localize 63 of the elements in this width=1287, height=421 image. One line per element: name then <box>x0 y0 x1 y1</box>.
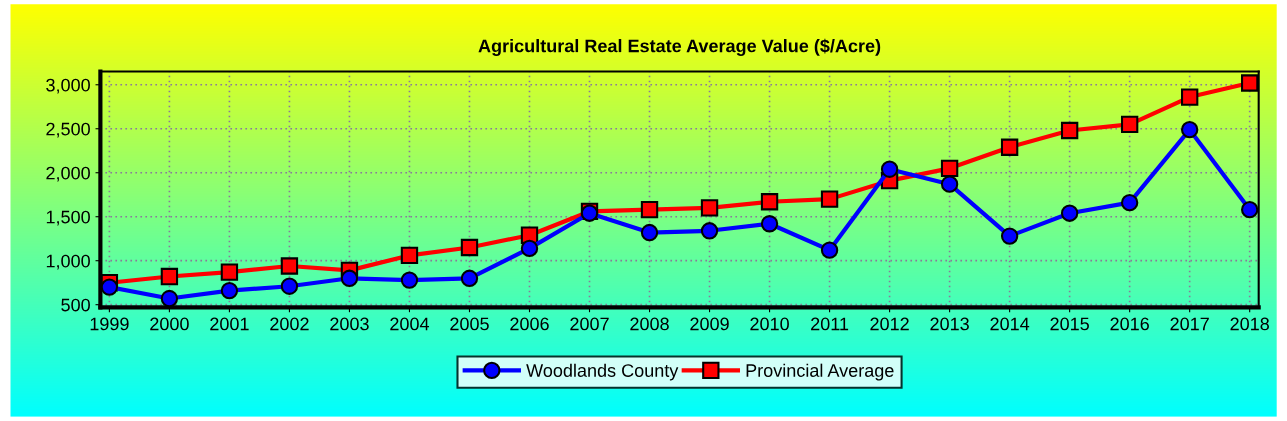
x-tick-label: 2008 <box>630 317 669 331</box>
point <box>1241 201 1259 219</box>
point <box>1000 227 1019 245</box>
point <box>1180 120 1199 139</box>
x-tick-label: 2003 <box>330 317 369 331</box>
x-tick-label: 2000 <box>150 317 189 331</box>
y-tick-label: 2,000 <box>46 166 90 182</box>
point <box>400 246 419 265</box>
point <box>700 199 719 217</box>
point <box>940 159 959 178</box>
point <box>700 222 719 240</box>
point <box>1120 115 1139 134</box>
x-tick-label: 1999 <box>90 317 129 331</box>
x-tick-label: 2009 <box>690 317 729 331</box>
x-tick-label: 2011 <box>811 317 849 331</box>
point <box>400 271 419 289</box>
x-tick-label: 2002 <box>270 317 309 331</box>
x-tick-label: 2010 <box>750 317 789 331</box>
point <box>520 239 539 258</box>
point <box>640 201 659 219</box>
point <box>160 267 179 286</box>
point <box>1120 193 1139 212</box>
legend-label: Provincial Average <box>746 363 894 381</box>
x-tick-label: 2005 <box>450 317 489 331</box>
point <box>640 223 659 242</box>
point <box>1000 138 1019 156</box>
y-tick-label: 2,500 <box>46 122 90 138</box>
y-tick-label: 1,500 <box>46 210 90 226</box>
point <box>820 241 839 259</box>
x-tick-label: 2017 <box>1170 317 1209 331</box>
x-tick-label: 2014 <box>990 317 1030 331</box>
point <box>280 257 299 275</box>
point <box>940 175 959 193</box>
x-tick-label: 2001 <box>210 317 249 331</box>
point <box>220 281 239 300</box>
point <box>280 277 299 295</box>
point <box>760 215 779 233</box>
point <box>1241 74 1259 92</box>
point <box>460 238 479 257</box>
x-tick-label: 2015 <box>1050 317 1089 331</box>
point <box>340 269 359 287</box>
point <box>820 190 839 208</box>
legend-label: Woodlands County <box>526 363 679 381</box>
x-tick-label: 2006 <box>510 317 549 331</box>
point <box>880 160 899 178</box>
x-tick-label: 2012 <box>870 317 909 331</box>
chart-title: Agricultural Real Estate Average Value ($/Acre) <box>478 38 881 56</box>
point <box>160 289 179 308</box>
x-tick-label: 2018 <box>1230 317 1269 331</box>
point <box>100 278 119 296</box>
x-tick-label: 2013 <box>930 317 969 331</box>
point <box>760 193 779 211</box>
x-tick-label: 2004 <box>390 317 430 331</box>
point <box>1060 121 1079 140</box>
point <box>220 263 239 281</box>
y-tick-label: 1,000 <box>46 254 90 270</box>
y-tick-label: 3,000 <box>46 78 90 94</box>
y-tick-label: 500 <box>61 298 90 312</box>
x-tick-label: 2016 <box>1110 317 1149 331</box>
point <box>460 269 479 287</box>
x-tick-label: 2007 <box>570 317 609 331</box>
point <box>1180 88 1199 106</box>
point <box>1060 204 1079 222</box>
